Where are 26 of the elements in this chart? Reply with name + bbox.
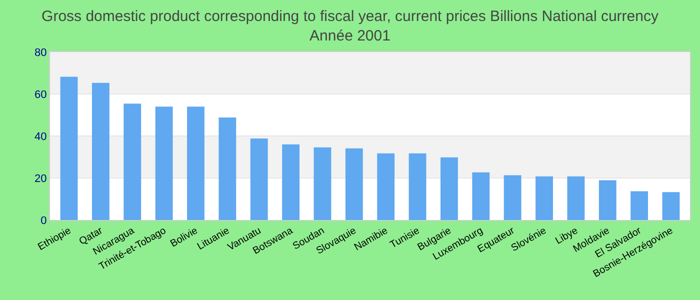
bar xyxy=(155,106,173,220)
bar xyxy=(472,172,490,220)
bar xyxy=(377,153,395,220)
bar xyxy=(662,192,680,220)
bar xyxy=(250,138,268,220)
bar xyxy=(60,76,78,220)
y-tick-label: 20 xyxy=(34,172,47,185)
bar xyxy=(536,176,553,220)
chart-title: Gross domestic product corresponding to fiscal year, current prices Billions National currency Année 2001 xyxy=(42,8,659,44)
bar xyxy=(282,144,300,220)
bar xyxy=(504,175,522,220)
bar xyxy=(187,106,204,220)
bar xyxy=(598,180,616,220)
bar xyxy=(440,157,458,220)
bar xyxy=(408,153,426,220)
y-tick-label: 80 xyxy=(34,46,47,59)
bar xyxy=(345,148,363,220)
bar xyxy=(218,118,236,220)
y-tick-label: 60 xyxy=(34,88,47,101)
bar xyxy=(92,82,110,220)
bar xyxy=(124,104,142,220)
bar xyxy=(630,191,648,220)
y-tick-label: 0 xyxy=(40,214,47,227)
y-tick-label: 40 xyxy=(34,130,47,143)
bar xyxy=(314,147,332,220)
bar xyxy=(567,176,585,220)
